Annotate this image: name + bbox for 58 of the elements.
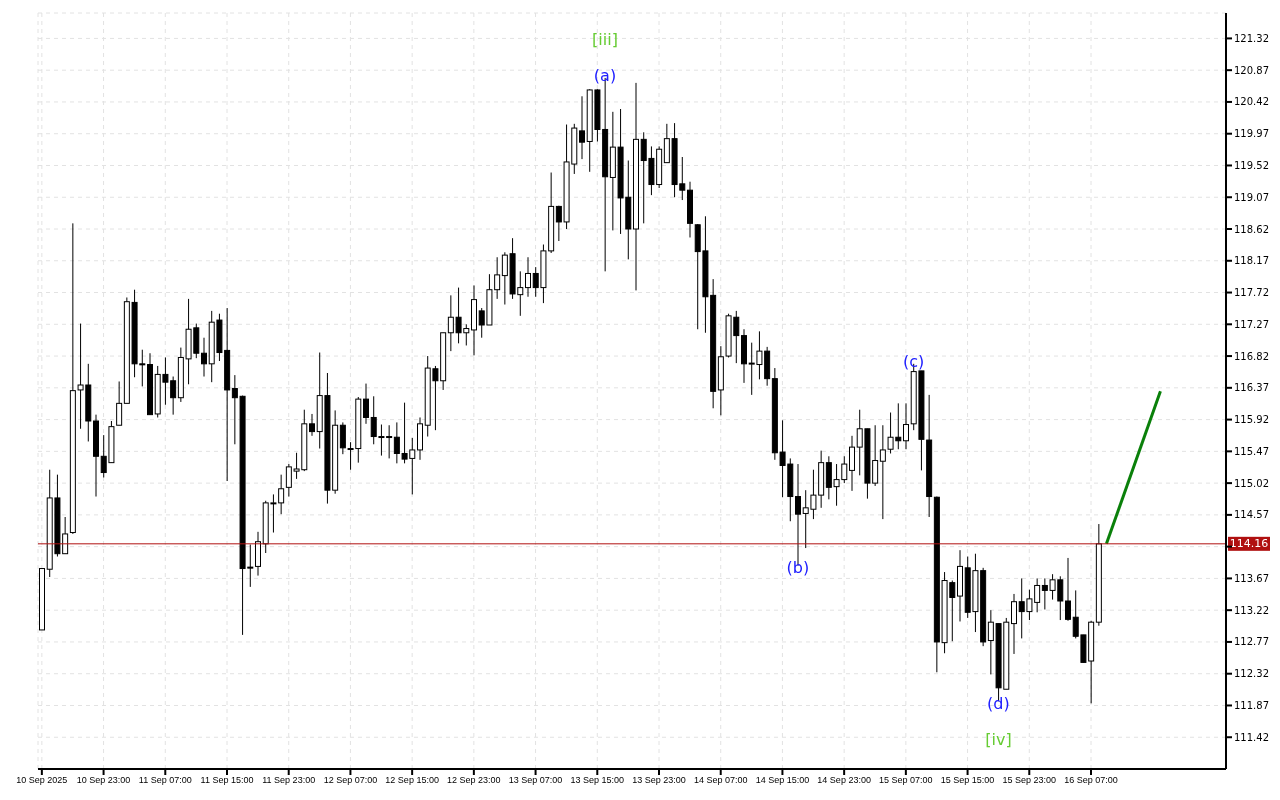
- candlestick: [1065, 557, 1071, 622]
- y-tick-label: 113.22: [1234, 604, 1269, 616]
- annotation: [iv]: [985, 729, 1012, 749]
- x-tick-label: 11 Sep 23:00: [262, 775, 316, 786]
- x-tick-label: 12 Sep 23:00: [447, 775, 501, 786]
- y-tick-label: 113.67: [1234, 572, 1269, 584]
- annotation: (d): [987, 693, 1010, 713]
- y-tick-label: 111.42: [1234, 731, 1269, 743]
- candlestick: [579, 95, 585, 160]
- x-tick-label: 13 Sep 23:00: [632, 775, 686, 786]
- x-tick-label: 14 Sep 23:00: [817, 775, 871, 786]
- candlestick: [116, 380, 123, 426]
- x-tick-label: 14 Sep 07:00: [693, 775, 748, 786]
- y-tick-label: 121.32: [1234, 32, 1269, 44]
- candlestick: [363, 383, 369, 425]
- y-tick-label: 120.42: [1234, 96, 1269, 108]
- annotation: (b): [786, 558, 810, 578]
- y-tick-label: 116.37: [1234, 382, 1269, 394]
- y-tick-label: 116.82: [1234, 350, 1269, 362]
- candlestick: [339, 421, 346, 455]
- candlestick: [1011, 593, 1017, 655]
- x-tick-label: 15 Sep 23:00: [1002, 775, 1057, 786]
- x-tick-label: 14 Sep 15:00: [755, 775, 810, 786]
- x-tick-label: 11 Sep 15:00: [200, 775, 254, 786]
- y-tick-label: 112.32: [1234, 668, 1269, 680]
- annotation: (a): [593, 66, 617, 86]
- x-tick-label: 12 Sep 15:00: [385, 775, 439, 786]
- y-tick-label: 112.77: [1234, 636, 1269, 648]
- y-tick-label: 115.47: [1234, 445, 1269, 457]
- x-tick-label: 10 Sep 23:00: [76, 775, 131, 786]
- candlestick: [849, 435, 855, 492]
- y-tick-label: 114.57: [1234, 509, 1269, 521]
- y-tick-label: 119.97: [1234, 128, 1269, 140]
- x-tick-label: 16 Sep 07:00: [1064, 775, 1118, 786]
- y-tick-label: 117.72: [1234, 287, 1269, 299]
- x-tick-label: 15 Sep 07:00: [879, 775, 933, 786]
- y-tick-label: 117.27: [1234, 318, 1269, 330]
- annotation: (c): [902, 352, 925, 372]
- candlestick: [903, 402, 909, 450]
- candlestick: [525, 256, 531, 298]
- x-tick-label: 10 Sep 2025: [16, 775, 68, 786]
- y-tick-label: 120.87: [1234, 64, 1269, 76]
- x-tick-label: 15 Sep 15:00: [940, 775, 995, 786]
- y-tick-label: 115.02: [1234, 477, 1269, 489]
- y-tick-label: 111.87: [1234, 700, 1269, 712]
- x-tick-label: 11 Sep 07:00: [138, 775, 192, 786]
- y-tick-label: 118.62: [1234, 223, 1269, 235]
- annotation: [iii]: [592, 30, 618, 50]
- candlestick: [309, 413, 315, 437]
- y-tick-label: 119.52: [1234, 160, 1269, 172]
- candlestick: [201, 337, 207, 378]
- x-tick-label: 13 Sep 07:00: [508, 775, 563, 786]
- y-tick-label: 119.07: [1234, 191, 1269, 203]
- x-tick-label: 13 Sep 15:00: [570, 775, 625, 786]
- x-tick-label: 12 Sep 07:00: [323, 775, 378, 786]
- y-tick-label: 118.17: [1234, 255, 1269, 267]
- y-tick-label: 115.92: [1234, 414, 1269, 426]
- ref-line-label: 114.16: [1229, 537, 1269, 551]
